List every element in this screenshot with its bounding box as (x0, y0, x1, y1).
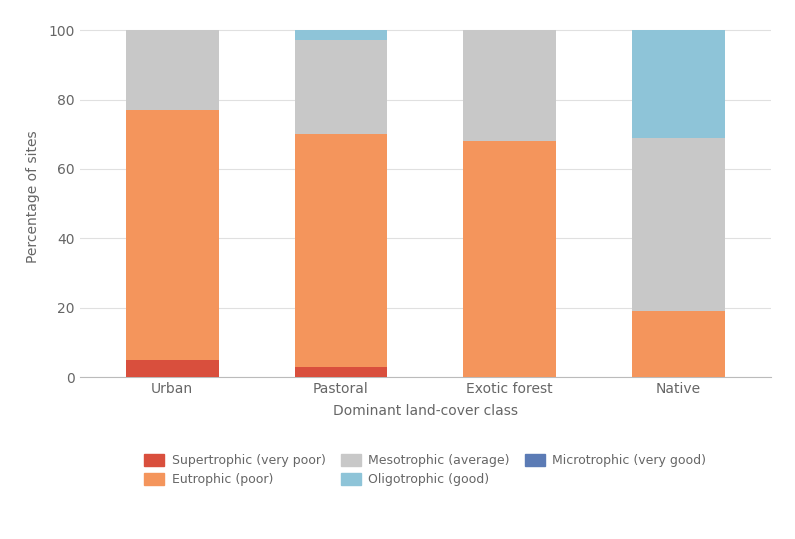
Bar (126, 30, 219, 110)
Bar (632, 312, 725, 377)
Bar (295, 367, 387, 377)
Legend: Supertrophic (very poor), Eutrophic (poor), Mesotrophic (average), Oligotrophic : Supertrophic (very poor), Eutrophic (poo… (139, 448, 712, 492)
Bar (295, 40, 387, 134)
Bar (632, 137, 725, 312)
Bar (463, 141, 556, 377)
Bar (463, 30, 556, 141)
Bar (126, 360, 219, 377)
Bar (295, 134, 387, 367)
X-axis label: Dominant land-cover class: Dominant land-cover class (333, 404, 518, 418)
Bar (632, 30, 725, 137)
Bar (295, 30, 387, 40)
Y-axis label: Percentage of sites: Percentage of sites (26, 130, 40, 263)
Bar (126, 110, 219, 360)
